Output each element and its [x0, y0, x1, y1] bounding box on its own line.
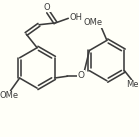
Text: O: O: [44, 3, 50, 12]
Text: Me: Me: [126, 80, 139, 89]
Text: OMe: OMe: [84, 18, 103, 27]
Text: OMe: OMe: [0, 91, 19, 100]
Text: O: O: [78, 71, 85, 80]
Text: OH: OH: [69, 13, 82, 22]
